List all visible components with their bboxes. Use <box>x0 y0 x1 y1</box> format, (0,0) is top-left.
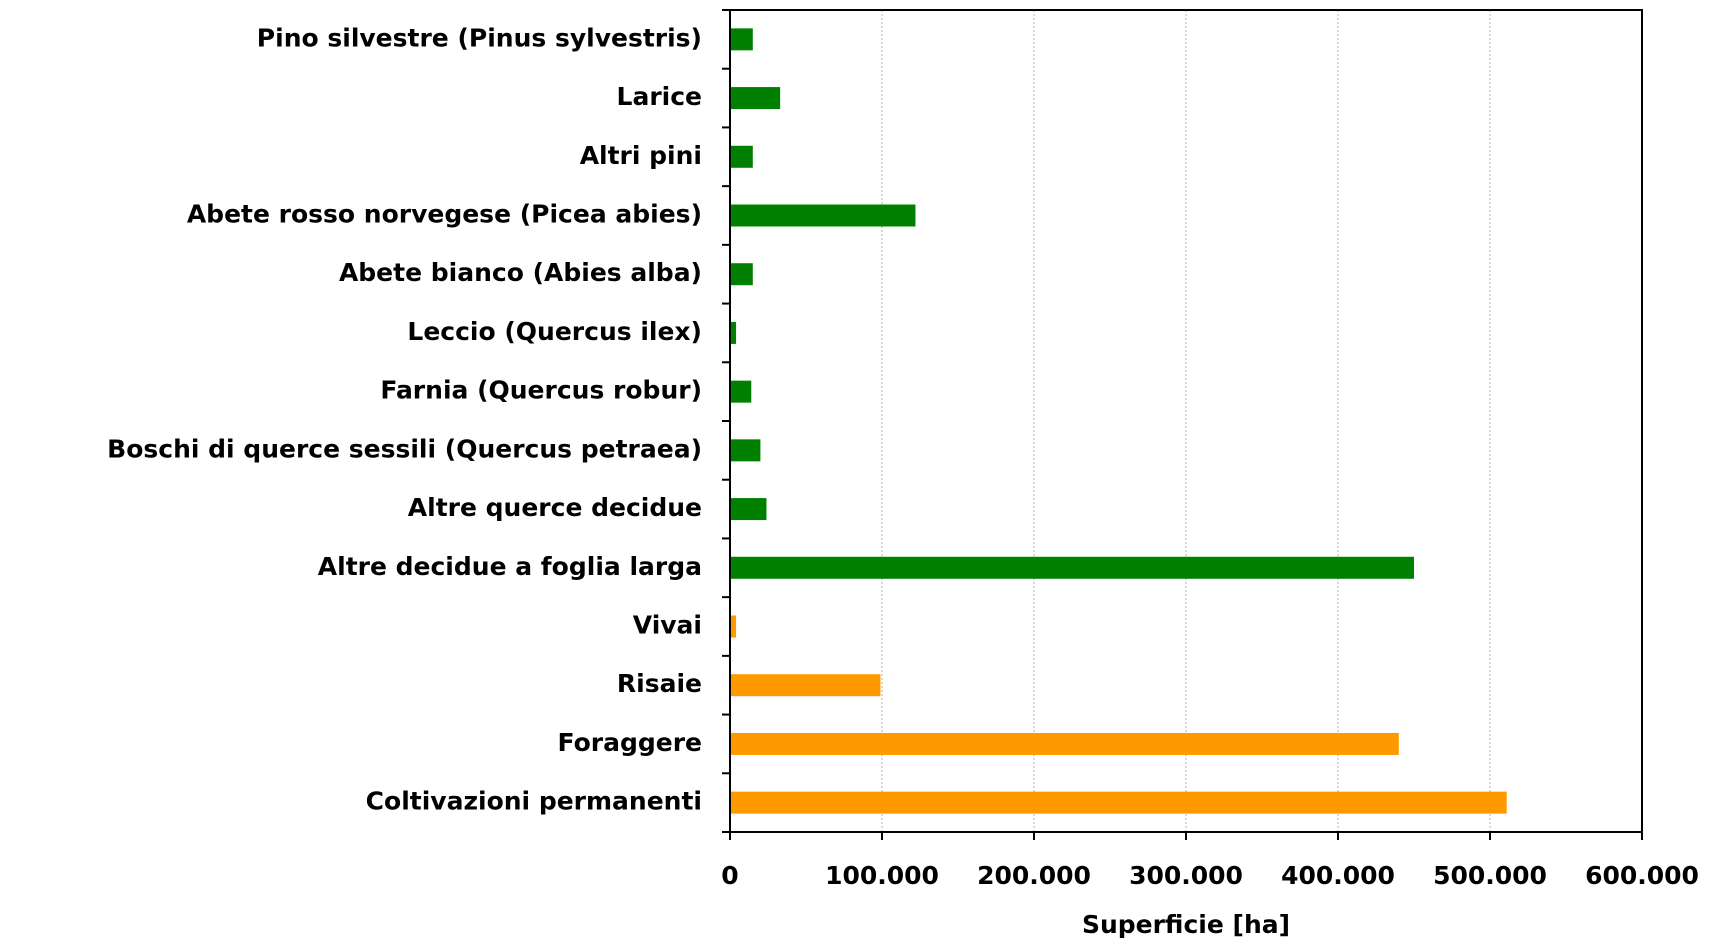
y-tick-label: Abete rosso norvegese (Picea abies) <box>187 200 702 229</box>
bar <box>730 498 767 521</box>
y-tick-label: Vivai <box>633 611 702 640</box>
x-tick-label: 300.000 <box>1129 861 1243 890</box>
y-tick-label: Altri pini <box>580 141 702 170</box>
y-tick-label: Larice <box>617 82 702 111</box>
y-tick-label: Altre decidue a foglia larga <box>318 552 702 581</box>
y-tick-label: Foraggere <box>558 728 702 757</box>
y-tick-label: Boschi di querce sessili (Quercus petrae… <box>107 434 702 463</box>
x-tick-label: 400.000 <box>1281 861 1395 890</box>
bar <box>730 556 1414 579</box>
y-tick-label: Leccio (Quercus ilex) <box>407 317 702 346</box>
y-tick-label: Abete bianco (Abies alba) <box>339 258 702 287</box>
y-tick-label: Farnia (Quercus robur) <box>380 376 702 405</box>
bar <box>730 321 737 344</box>
x-tick-label: 500.000 <box>1433 861 1547 890</box>
bar <box>730 145 753 168</box>
bar <box>730 615 737 638</box>
x-axis-title: Superficie [ha] <box>1082 910 1290 939</box>
bar <box>730 87 781 110</box>
y-tick-label: Altre querce decidue <box>408 493 702 522</box>
y-tick-label: Coltivazioni permanenti <box>366 787 702 816</box>
bar <box>730 439 761 462</box>
x-tick-label: 0 <box>721 861 738 890</box>
bar <box>730 263 753 286</box>
bar <box>730 732 1399 755</box>
y-tick-label: Pino silvestre (Pinus sylvestris) <box>257 23 702 52</box>
y-tick-label: Risaie <box>617 669 702 698</box>
bar <box>730 28 753 51</box>
x-tick-label: 600.000 <box>1585 861 1699 890</box>
x-tick-label: 200.000 <box>977 861 1091 890</box>
bar <box>730 674 881 697</box>
x-tick-label: 100.000 <box>825 861 939 890</box>
plot-frame <box>729 9 1643 833</box>
bar <box>730 791 1507 814</box>
bar <box>730 380 752 403</box>
bar <box>730 204 916 227</box>
